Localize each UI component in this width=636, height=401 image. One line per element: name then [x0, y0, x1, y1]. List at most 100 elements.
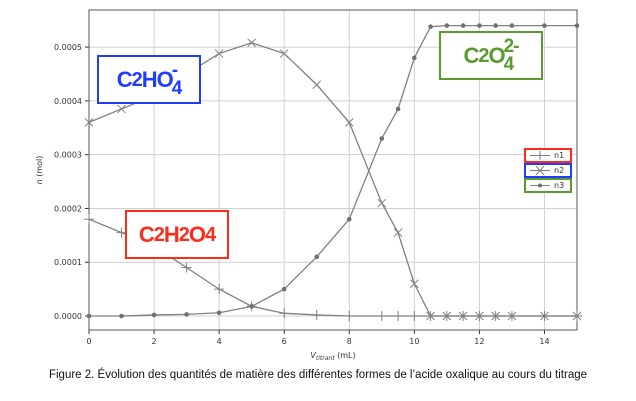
anno-sub: 2	[478, 44, 489, 67]
marker-stroke	[377, 198, 387, 208]
anno-sup: -	[171, 60, 178, 82]
marker-dot-n3	[119, 313, 124, 319]
marker-dot-n3	[509, 23, 515, 28]
marker-dot-n3	[444, 23, 450, 28]
y-tick-label: 0.0003	[54, 151, 82, 160]
marker-x-n2	[247, 38, 257, 48]
marker-dot-n3	[346, 216, 352, 222]
marker-x-n2	[377, 198, 387, 208]
marker-dot-n3	[86, 313, 92, 319]
marker-stroke	[214, 49, 224, 58]
marker-stroke	[458, 311, 468, 321]
marker-stroke	[393, 228, 403, 238]
x-tick-label: 0	[86, 337, 91, 346]
marker-dot-n3	[379, 136, 385, 141]
marker-x-n2	[491, 311, 501, 321]
marker-stroke	[344, 118, 354, 127]
marker-x-n2	[426, 311, 435, 321]
marker-plus-n1	[84, 214, 94, 225]
marker-stroke	[426, 311, 435, 321]
marker-x-n2	[117, 104, 126, 114]
marker-stroke	[491, 311, 501, 321]
series-line-n3	[89, 24, 577, 317]
annotation-c2o4-2minus: C 2 O 2- 4	[439, 31, 543, 80]
marker-dot-n3	[281, 286, 287, 292]
marker-plus-n1	[116, 227, 127, 238]
anno-sub: 2	[131, 68, 143, 91]
marker-dot-n3	[151, 312, 157, 318]
marker-dot-n3	[412, 55, 417, 61]
marker-x-n2	[540, 311, 549, 321]
marker-dot-n3	[184, 312, 189, 317]
marker-x-n2	[442, 311, 452, 321]
x-tick-label: 4	[217, 337, 222, 346]
marker-plus-n1	[214, 284, 225, 295]
anno-sub: 4	[503, 53, 515, 75]
marker-dot-n3	[477, 23, 482, 28]
anno-text: HO	[141, 66, 174, 92]
y-tick-label: 0.0001	[54, 258, 82, 267]
anno-sub: 4	[171, 77, 183, 99]
y-tick-label: 0.0005	[54, 43, 82, 52]
marker-x-n2	[312, 80, 322, 90]
marker-dot-n3	[460, 23, 466, 28]
anno-sub: 4	[205, 223, 216, 246]
dot-marker-icon	[530, 183, 550, 188]
y-tick-label: 0.0000	[54, 312, 82, 321]
anno-text: C	[116, 66, 133, 92]
x-tick-label: 6	[282, 337, 287, 346]
legend-item-n2: n2	[524, 163, 572, 178]
x-tick-label: 14	[539, 337, 549, 346]
marker-dot-n3	[216, 310, 222, 316]
marker-stroke	[507, 311, 517, 321]
marker-x-n2	[214, 49, 224, 58]
legend-item-n1: n1	[524, 148, 572, 163]
figure-caption: Figure 2. Évolution des quantités de mat…	[48, 369, 588, 381]
marker-x-n2	[344, 118, 354, 127]
marker-stroke	[475, 311, 484, 321]
anno-text: H	[163, 221, 180, 247]
plot-frame	[88, 9, 578, 331]
legend-label: n2	[554, 166, 565, 175]
marker-x-n2	[507, 311, 517, 321]
anno-sub: 2	[153, 223, 165, 246]
y-axis-label: n (mol)	[35, 156, 44, 185]
marker-plus-n1	[311, 309, 322, 320]
marker-plus-n1	[279, 308, 290, 319]
marker-dot-n3	[428, 24, 433, 29]
anno-text: C	[463, 42, 479, 68]
x-tick-label: 12	[474, 337, 484, 346]
marker-stroke	[247, 38, 257, 48]
x-tick-label: 8	[347, 337, 352, 346]
marker-plus-n1	[181, 262, 192, 273]
marker-x-n2	[279, 49, 289, 58]
marker-x-n2	[458, 311, 468, 321]
marker-stroke	[279, 49, 289, 58]
marker-dot-n3	[314, 254, 320, 260]
marker-stroke	[409, 279, 419, 289]
marker-plus-n1	[409, 311, 420, 322]
marker-stroke	[442, 311, 452, 321]
x-axis-label: Vtitrant (mL)	[310, 351, 355, 362]
marker-x-n2	[393, 228, 403, 238]
legend: n1 n2 n3	[524, 148, 572, 193]
marker-dot-n3	[542, 23, 547, 28]
x-marker-icon	[530, 166, 550, 175]
legend-item-n3: n3	[524, 178, 572, 193]
marker-dot-n3	[493, 23, 498, 28]
marker-stroke	[540, 311, 549, 321]
anno-text: C	[138, 221, 155, 247]
anno-text: O	[488, 42, 505, 68]
marker-plus-n1	[393, 311, 404, 322]
anno-sub: 2	[178, 223, 190, 246]
marker-stroke	[572, 311, 582, 321]
anno-sup: 2-	[503, 36, 520, 58]
marker-stroke	[84, 118, 94, 127]
x-tick-label: 2	[152, 337, 157, 346]
marker-x-n2	[572, 311, 582, 321]
legend-label: n3	[554, 181, 565, 190]
anno-text: O	[188, 221, 206, 247]
marker-stroke	[312, 80, 322, 90]
annotation-c2ho4-minus: C 2 HO -4	[97, 55, 201, 104]
